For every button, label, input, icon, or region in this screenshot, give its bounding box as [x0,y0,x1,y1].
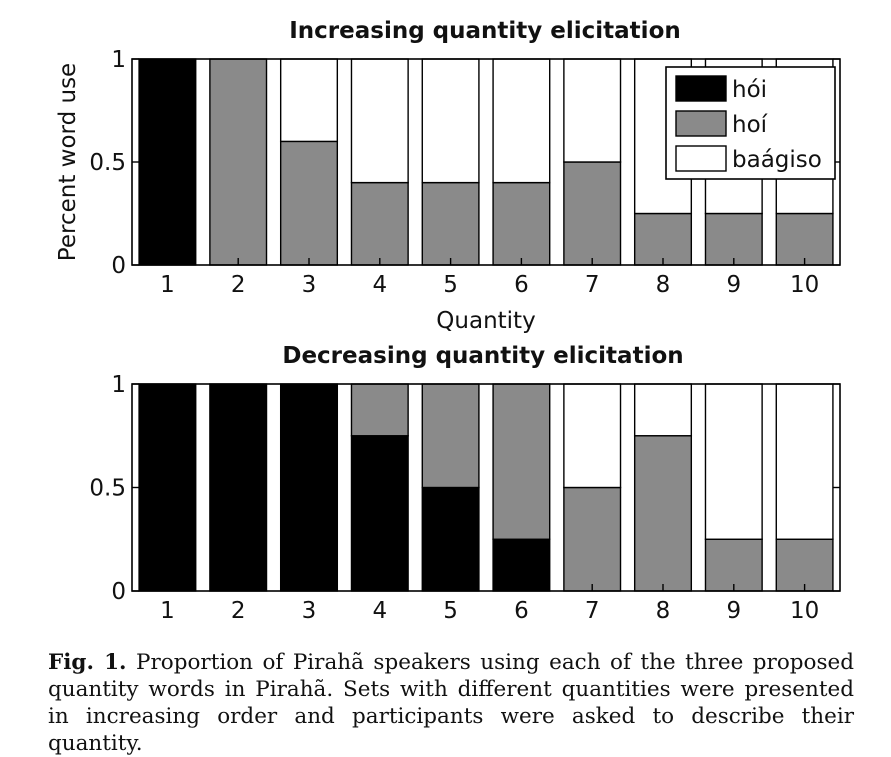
xtick-label-dec-1: 1 [160,598,175,624]
y-ticks-increasing: 00.51 [89,47,840,279]
bar-dec-6-s0 [492,538,551,592]
xtick-label-inc-6: 6 [514,272,529,298]
legend-label-hoi-1: hói [732,77,767,103]
bar-dec-7-s2 [563,383,622,489]
xtick-label-inc-9: 9 [726,272,741,298]
bar-dec-4-s0 [350,435,409,592]
bar-dec-3-s0 [279,383,339,592]
bar-dec-4-s1 [350,383,409,437]
bars-increasing [138,58,834,266]
bar-dec-5-s0 [421,486,480,592]
y-axis-label: Percent word use [55,63,81,261]
bar-inc-6-s2 [492,58,551,184]
bar-inc-10-s1 [775,212,834,266]
ytick-label-dec-1: 1 [111,372,126,398]
y-ticks-decreasing: 00.51 [89,372,840,605]
xtick-label-dec-10: 10 [790,598,819,624]
xtick-label-dec-5: 5 [443,598,458,624]
bar-dec-9-s2 [704,383,763,540]
x-ticks-increasing: 1 2 3 4 5 6 7 8 9 10 [160,258,819,298]
xtick-label-inc-3: 3 [302,272,317,298]
chart-title-increasing: Increasing quantity elicitation [289,18,681,44]
ytick-label-inc-1: 1 [111,47,126,73]
caption-text: Proportion of Pirahã speakers using each… [48,650,854,756]
bar-inc-6-s1 [492,181,551,266]
bar-dec-5-s1 [421,383,480,489]
bar-dec-6-s1 [492,383,551,540]
xtick-label-inc-10: 10 [790,272,819,298]
xtick-label-dec-6: 6 [514,598,529,624]
bar-inc-2-s1 [209,58,268,266]
bar-inc-5-s1 [421,181,480,266]
bar-inc-4-s1 [350,181,409,266]
bar-dec-7-s1 [563,486,622,592]
figure-caption: Fig. 1. Proportion of Pirahã speakers us… [48,649,854,757]
legend-swatch-hoi-2 [675,110,727,137]
chart-increasing: Increasing quantity elicitation Percent … [55,18,841,334]
xtick-label-dec-8: 8 [656,598,671,624]
ytick-label-inc-0: 0 [111,253,126,279]
xtick-label-inc-5: 5 [443,272,458,298]
legend: hói hoí baágiso [665,66,836,180]
x-axis-label: Quantity [436,308,535,334]
xtick-label-dec-4: 4 [372,598,387,624]
legend-swatch-baagiso [675,145,727,172]
xtick-label-inc-4: 4 [372,272,387,298]
legend-label-baagiso: baágiso [732,147,822,173]
bar-dec-8-s2 [633,383,693,437]
bar-dec-9-s1 [704,538,763,592]
xtick-label-inc-2: 2 [231,272,246,298]
ytick-label-inc-0.5: 0.5 [89,150,126,176]
xtick-label-inc-1: 1 [160,272,175,298]
chart-title-decreasing: Decreasing quantity elicitation [282,343,683,369]
legend-label-hoi-2: hoí [732,112,768,138]
caption-label: Fig. 1. [48,650,127,675]
bar-inc-1-s0 [138,58,197,266]
bar-inc-5-s2 [421,58,480,184]
legend-swatch-hoi-1 [675,75,727,102]
bar-dec-1-s0 [138,383,197,592]
figure-canvas: Increasing quantity elicitation Percent … [55,18,841,624]
bar-dec-10-s2 [775,383,834,540]
bars-decreasing [138,383,834,592]
xtick-label-dec-2: 2 [231,598,246,624]
xtick-label-dec-9: 9 [726,598,741,624]
ytick-label-dec-0: 0 [111,579,126,605]
bar-inc-8-s1 [633,212,693,266]
bar-dec-2-s0 [209,383,268,592]
bar-inc-3-s1 [279,140,339,266]
bar-inc-7-s1 [563,161,622,266]
xtick-label-dec-3: 3 [302,598,317,624]
bar-inc-3-s2 [279,58,339,143]
xtick-label-dec-7: 7 [585,598,600,624]
bar-inc-9-s1 [704,212,763,266]
bar-inc-4-s2 [350,58,409,184]
bar-dec-8-s1 [633,435,693,592]
ytick-label-dec-0.5: 0.5 [89,476,126,502]
bar-inc-7-s2 [563,58,622,163]
xtick-label-inc-7: 7 [585,272,600,298]
x-ticks-decreasing: 1 2 3 4 5 6 7 8 9 10 [160,584,819,624]
xtick-label-inc-8: 8 [656,272,671,298]
bar-dec-10-s1 [775,538,834,592]
